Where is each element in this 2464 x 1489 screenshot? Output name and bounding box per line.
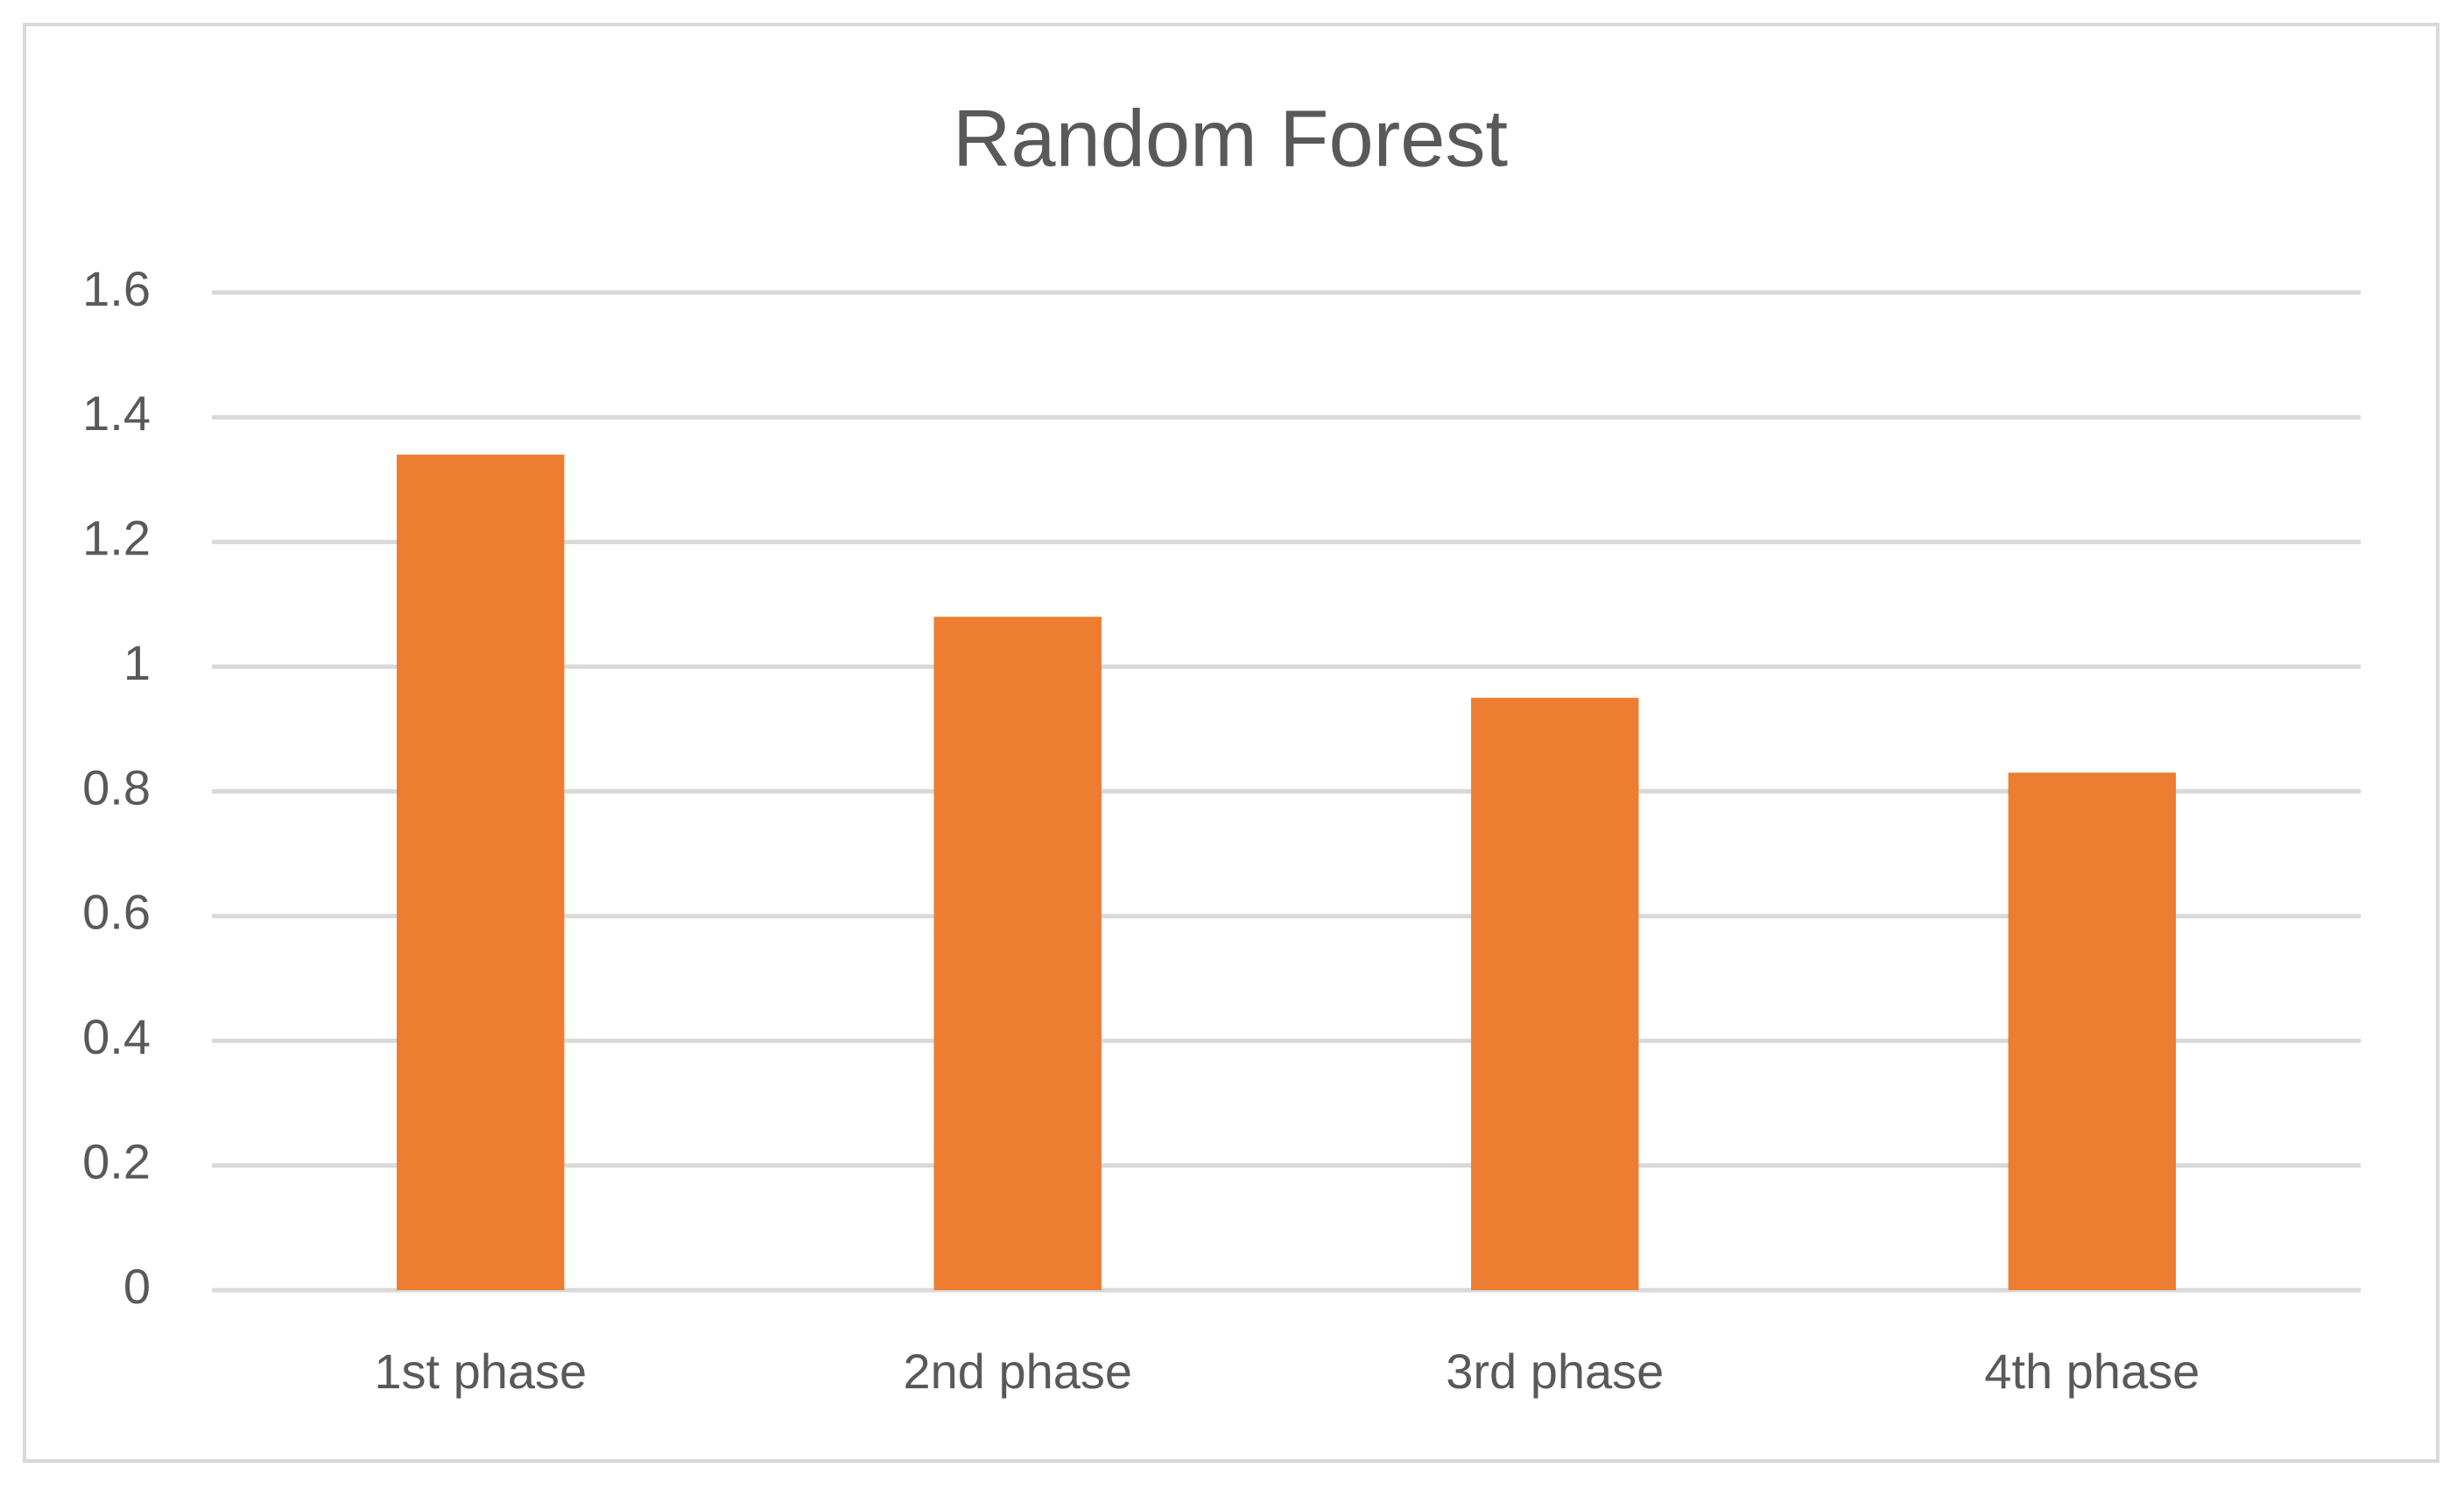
bar — [2008, 773, 2176, 1290]
y-tick-label: 1.6 — [82, 261, 151, 316]
y-tick-label: 1 — [123, 635, 151, 690]
bar — [1471, 697, 1639, 1290]
y-tick-label: 0 — [123, 1259, 151, 1314]
y-tick-label: 0.4 — [82, 1009, 151, 1064]
y-tick-label: 0.2 — [82, 1133, 151, 1189]
y-tick-label: 1.4 — [82, 385, 151, 441]
y-tick-label: 0.6 — [82, 885, 151, 940]
x-tick-label: 3rd phase — [1446, 1344, 1664, 1399]
bar — [397, 455, 565, 1290]
bar — [933, 617, 1102, 1290]
chart-title: Random Forest — [953, 94, 1508, 183]
x-tick-label: 2nd phase — [903, 1344, 1132, 1399]
x-tick-label: 4th phase — [1984, 1344, 2200, 1399]
x-tick-label: 1st phase — [374, 1344, 587, 1399]
y-tick-label: 0.8 — [82, 759, 151, 815]
y-tick-label: 1.2 — [82, 511, 151, 566]
